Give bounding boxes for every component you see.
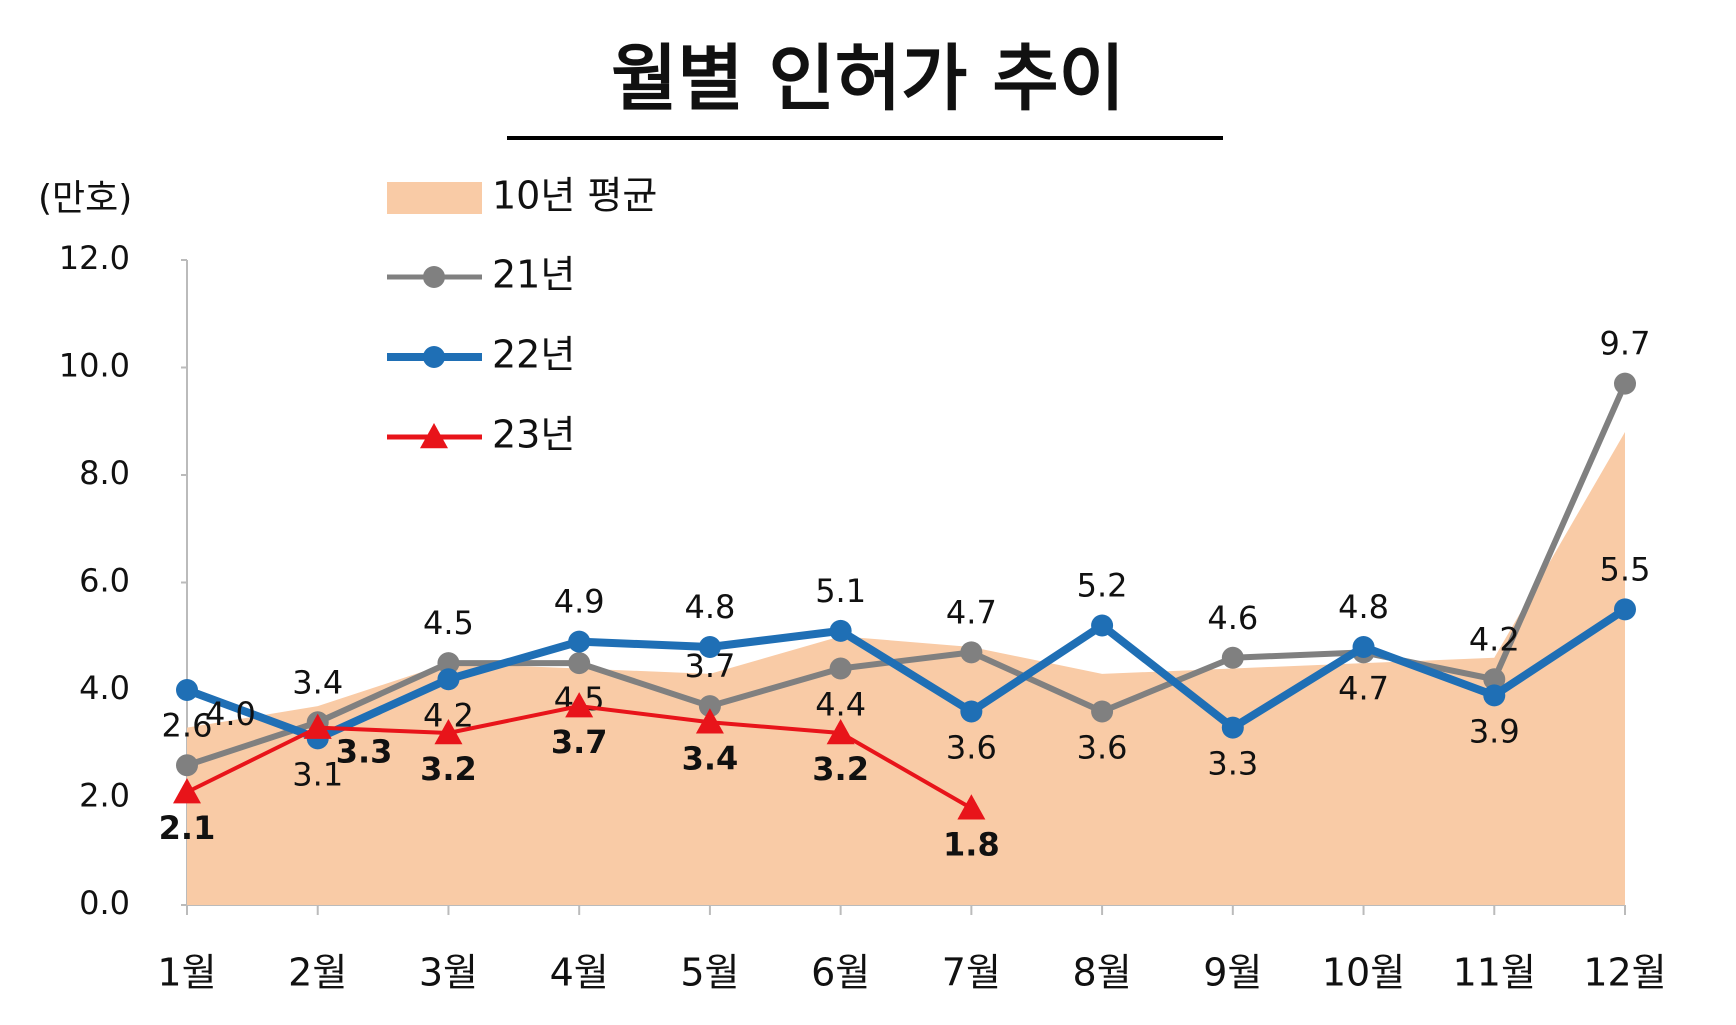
x-tick-label: 11월 [1453, 951, 1536, 995]
data-label: 3.7 [551, 723, 608, 761]
data-label: 2.1 [159, 809, 216, 847]
marker [434, 719, 463, 745]
legend-label: 10년 평균 [492, 174, 657, 218]
marker [565, 692, 594, 718]
x-tick-label: 9월 [1203, 951, 1262, 995]
y-axis-label: (만호) [38, 178, 132, 219]
marker [829, 619, 852, 642]
marker [568, 630, 591, 653]
data-label: 4.5 [423, 604, 474, 642]
marker [960, 700, 983, 723]
marker [437, 652, 460, 675]
data-label: 2.6 [162, 706, 213, 744]
x-tick-label: 6월 [811, 951, 870, 995]
marker [1091, 614, 1114, 637]
data-label: 3.9 [1469, 712, 1520, 750]
marker [1614, 372, 1636, 395]
legend-label: 23년 [492, 413, 575, 457]
y-tick-label: 12.0 [59, 239, 130, 277]
marker [1614, 598, 1636, 621]
data-label: 3.2 [420, 750, 477, 788]
data-label: 4.8 [1338, 588, 1389, 626]
y-tick-label: 8.0 [79, 454, 130, 492]
data-label: 3.2 [812, 750, 869, 788]
marker [1483, 684, 1506, 707]
data-label: 4.2 [1469, 620, 1520, 658]
x-tick-label: 12월 [1583, 951, 1666, 995]
x-tick-label: 5월 [680, 951, 739, 995]
data-label: 4.7 [946, 593, 997, 631]
data-label: 3.6 [1077, 729, 1128, 767]
y-tick-label: 2.0 [79, 777, 130, 815]
x-tick-label: 2월 [288, 951, 347, 995]
data-label: 4.4 [815, 686, 866, 724]
legend-marker [423, 346, 445, 368]
marker [960, 641, 983, 664]
legend-marker [420, 423, 448, 449]
marker [698, 695, 721, 718]
data-label: 5.2 [1077, 567, 1128, 605]
marker [698, 636, 721, 658]
marker [1221, 716, 1244, 739]
data-label: 3.6 [946, 729, 997, 767]
legend-marker [423, 266, 445, 288]
marker [826, 719, 855, 745]
marker [829, 657, 852, 680]
x-tick-label: 10월 [1322, 951, 1405, 995]
marker [1091, 700, 1114, 723]
marker [1221, 646, 1244, 669]
data-label: 4.9 [554, 583, 605, 621]
data-label: 4.7 [1338, 669, 1389, 707]
marker [1483, 668, 1506, 691]
data-label: 3.3 [1207, 745, 1258, 783]
data-label: 3.4 [682, 739, 739, 777]
legend-label: 21년 [492, 253, 575, 297]
data-label: 9.7 [1600, 325, 1651, 363]
legend-label: 22년 [492, 333, 575, 377]
data-label: 4.6 [1207, 599, 1258, 637]
y-tick-label: 0.0 [79, 884, 130, 922]
data-label: 4.8 [684, 588, 735, 626]
marker [568, 652, 591, 675]
data-label: 3.3 [336, 733, 393, 771]
line [185, 606, 1628, 743]
chart-title: 월별 인허가 추이 [611, 37, 1125, 121]
marker [957, 794, 986, 820]
x-tick-label: 3월 [419, 951, 478, 995]
x-tick-label: 7월 [942, 951, 1001, 995]
y-tick-label: 10.0 [59, 347, 130, 385]
y-tick-label: 6.0 [79, 562, 130, 600]
marker [1352, 636, 1375, 658]
data-label: 5.5 [1600, 550, 1651, 588]
marker [303, 713, 332, 739]
marker [176, 679, 198, 701]
marker [173, 778, 201, 804]
x-tick-label: 1월 [157, 951, 216, 995]
marker [176, 754, 198, 777]
marker [695, 708, 724, 734]
data-label: 1.8 [943, 825, 1000, 863]
legend-swatch [387, 182, 482, 214]
marker [437, 668, 460, 691]
data-label: 3.1 [292, 755, 343, 793]
data-label: 3.4 [292, 663, 343, 701]
y-tick-label: 4.0 [79, 669, 130, 707]
data-label: 4.0 [205, 695, 256, 733]
data-label: 5.1 [815, 572, 866, 610]
x-tick-label: 4월 [550, 951, 609, 995]
x-tick-label: 8월 [1073, 951, 1132, 995]
